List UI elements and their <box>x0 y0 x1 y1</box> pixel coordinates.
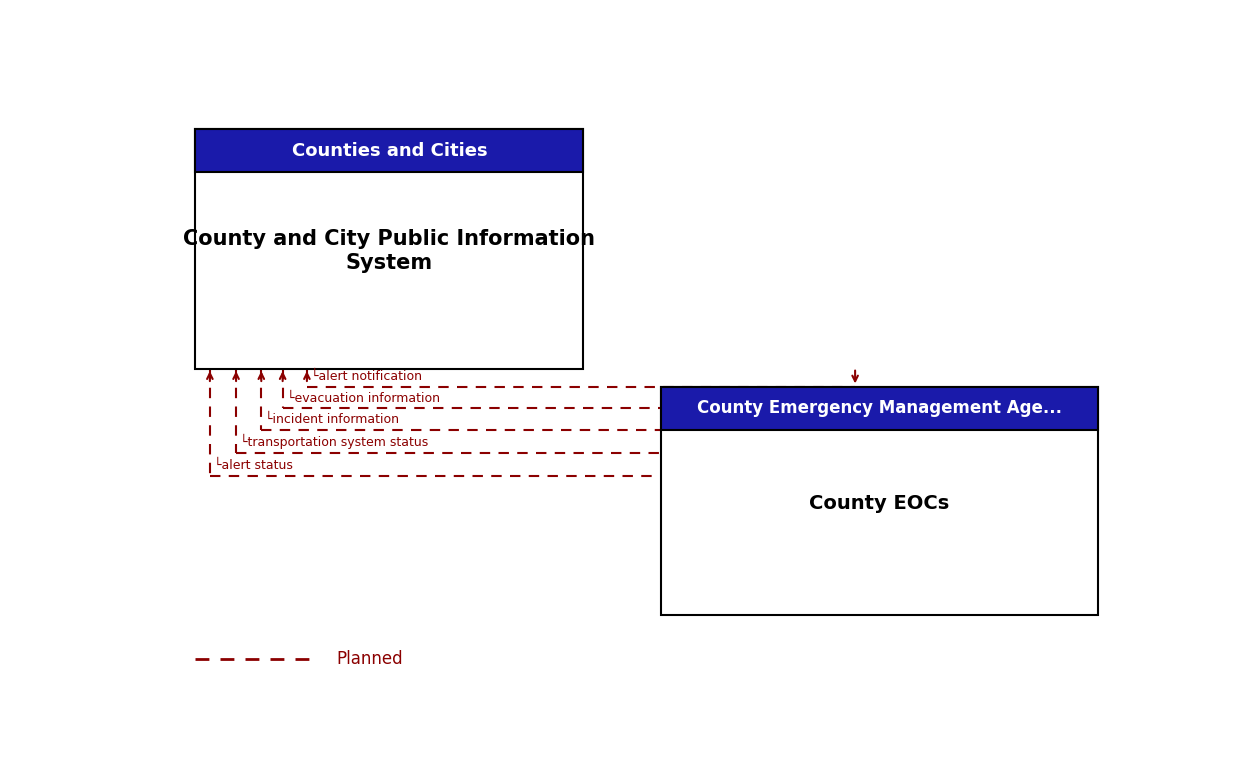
Text: County and City Public Information
System: County and City Public Information Syste… <box>183 230 596 272</box>
Text: County Emergency Management Age...: County Emergency Management Age... <box>697 399 1062 418</box>
Text: Counties and Cities: Counties and Cities <box>292 142 487 159</box>
Bar <box>195 129 583 369</box>
Bar <box>195 129 583 173</box>
Text: Planned: Planned <box>336 650 403 668</box>
Text: County EOCs: County EOCs <box>809 494 949 513</box>
Text: └alert status: └alert status <box>214 459 293 472</box>
Text: └alert notification: └alert notification <box>310 370 422 384</box>
Bar <box>661 387 1098 430</box>
Text: └transportation system status: └transportation system status <box>240 434 428 449</box>
Bar <box>661 387 1098 615</box>
Text: └incident information: └incident information <box>265 413 399 426</box>
Text: └evacuation information: └evacuation information <box>287 392 439 405</box>
